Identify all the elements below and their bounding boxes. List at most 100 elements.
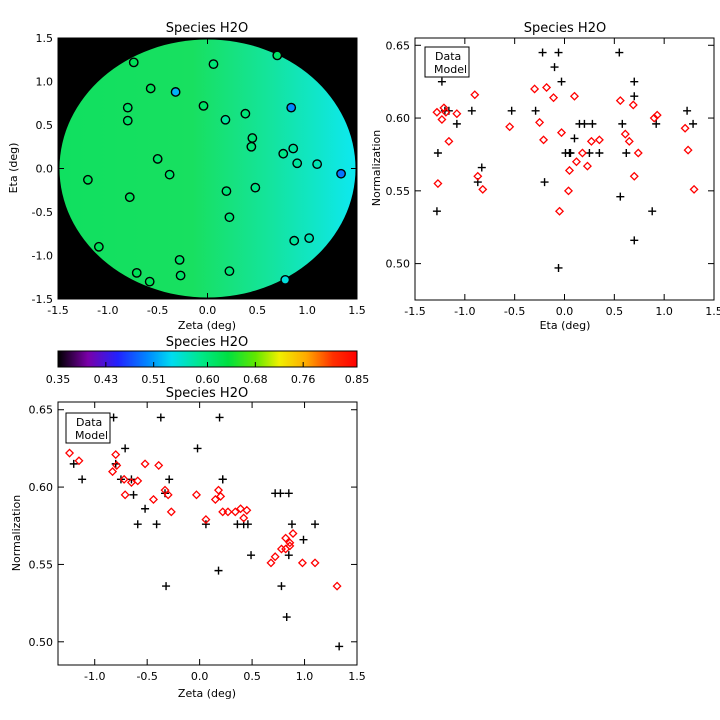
eta-plot-model-point	[594, 135, 604, 145]
eta-plot-data-point	[652, 119, 661, 128]
eta-plot-ylabel: Normalization	[370, 130, 383, 206]
eta-plot-xlabel: Eta (deg)	[540, 319, 591, 332]
zeta-plot-xtick-label: 0.0	[191, 670, 209, 683]
eta-plot-data-point	[683, 106, 692, 115]
map-ytick-label: 0.5	[36, 119, 54, 132]
eta-plot-data-point	[538, 48, 547, 57]
zeta-plot-xlabel: Zeta (deg)	[178, 687, 236, 700]
zeta-plot-data-point	[276, 489, 285, 498]
map-detector-marker	[122, 115, 133, 126]
zeta-plot-data-point	[152, 520, 161, 529]
map-detector-marker	[286, 102, 297, 113]
map-ylabel: Eta (deg)	[7, 143, 20, 194]
zeta-plot-data-point	[284, 489, 293, 498]
eta-plot-data-point	[467, 106, 476, 115]
zeta-plot-model-point	[166, 507, 176, 517]
zeta-plot-xtick-label: -0.5	[136, 670, 157, 683]
eta-plot-model-point	[652, 110, 662, 120]
zeta-plot-ytick-label: 0.55	[29, 558, 54, 571]
eta-plot-data-point	[566, 148, 575, 157]
map-field	[59, 39, 356, 298]
eta-plot-model-point	[437, 114, 447, 125]
zeta-plot-model-point	[242, 505, 252, 515]
eta-plot-model-point	[549, 93, 559, 103]
zeta-plot-data-point	[133, 520, 142, 529]
eta-plot-model-point	[473, 171, 483, 181]
zeta-plot-model-point	[148, 494, 158, 504]
eta-plot-data-point	[616, 192, 625, 201]
zeta-plot-model-point	[119, 474, 129, 484]
map-detector-marker	[128, 57, 139, 68]
eta-plot-model-point	[563, 186, 574, 196]
map-detector-marker	[145, 83, 156, 94]
zeta-plot-data-point	[141, 504, 150, 513]
eta-plot-data-point	[531, 106, 540, 115]
eta-plot-data-point	[540, 178, 549, 187]
colorbar-tick-label: 0.68	[243, 373, 268, 386]
eta-plot-model-point	[535, 117, 545, 127]
map-detector-marker	[83, 174, 93, 185]
eta-plot-ytick-label: 0.50	[386, 258, 411, 271]
zeta-plot-ytick-label: 0.50	[29, 636, 54, 649]
eta-plot-model-point	[582, 161, 592, 171]
map-detector-marker	[208, 59, 219, 69]
eta-plot-model-point	[470, 90, 480, 100]
eta-plot-data-point	[630, 236, 639, 245]
zeta-plot-model-point	[108, 467, 118, 477]
colorbar-tick-label: 0.35	[46, 373, 71, 386]
map-detector-marker	[93, 241, 104, 252]
zeta-plot-data-point	[299, 535, 308, 544]
zeta-plot-model-point	[310, 558, 320, 568]
eta-plot-model-point	[432, 107, 442, 117]
eta-plot-model-point	[689, 184, 699, 194]
eta-plot-model-point	[629, 171, 639, 181]
map-detector-marker	[246, 141, 257, 152]
eta-plot-data-point	[595, 148, 604, 157]
zeta-plot-model-point	[163, 490, 173, 500]
zeta-plot-model-point	[74, 456, 84, 466]
map-ytick-label: 1.0	[36, 76, 54, 89]
zeta-plot-model-point	[65, 448, 75, 458]
eta-plot-data-point	[570, 134, 579, 143]
map-detector-marker	[336, 168, 346, 179]
eta-plot-data-point	[648, 207, 657, 216]
eta-plot-model-point	[569, 91, 579, 101]
zeta-plot-model-point	[201, 515, 211, 525]
eta-plot-title: Species H2O	[524, 21, 606, 36]
zeta-plot-model-point	[281, 533, 291, 543]
eta-plot-model-point	[628, 100, 638, 110]
colorbar-tick-label: 0.43	[94, 373, 119, 386]
map-detector-marker	[152, 154, 163, 164]
eta-plot-panel: -1.5 -1.0 -0.5 0.0 0.5 1.0 1.5 0.50 0.55 0.60 0.65…	[386, 37, 720, 318]
colorbar-tick-label: 0.51	[141, 373, 166, 386]
eta-plot-data-point	[580, 119, 589, 128]
eta-plot-data-point	[477, 163, 486, 172]
map-ytick-label: -1.5	[32, 293, 53, 306]
zeta-plot-frame	[57, 401, 358, 666]
zeta-plot-ytick-label: 0.60	[29, 481, 54, 494]
eta-plot-xtick-label: 0.5	[606, 305, 624, 318]
eta-plot-data-point	[554, 48, 563, 57]
map-detector-marker	[278, 148, 289, 159]
zeta-plot-ytick-label: 0.65	[29, 404, 54, 417]
zeta-plot-data-point	[277, 582, 286, 591]
zeta-plot-data-point	[243, 520, 252, 529]
map-xtick-label: -1.5	[47, 304, 68, 317]
eta-plot-model-point	[530, 84, 540, 94]
zeta-plot-data-point	[247, 551, 256, 560]
zeta-plot-panel: -1.0 -0.5 0.0 0.5 1.0 1.5 0.50 0.55 0.60 0.65 Dat…	[29, 401, 366, 683]
map-ytick-label: -1.0	[32, 250, 53, 263]
map-detector-marker	[280, 274, 291, 285]
eta-plot-data-point	[622, 148, 631, 157]
zeta-plot-model-point	[270, 552, 280, 562]
eta-plot-xtick-label: 1.0	[655, 305, 673, 318]
map-detector-marker	[247, 133, 258, 143]
map-detector-marker	[289, 235, 300, 246]
map-detector-marker	[198, 100, 209, 111]
eta-plot-legend: Data Model	[424, 46, 470, 78]
eta-plot-model-point	[571, 157, 581, 167]
eta-plot-ytick-label: 0.55	[386, 185, 411, 198]
zeta-plot-model-point	[332, 581, 342, 591]
zeta-plot-data-point	[193, 444, 202, 453]
eta-plot-xtick-label: -0.5	[504, 305, 525, 318]
